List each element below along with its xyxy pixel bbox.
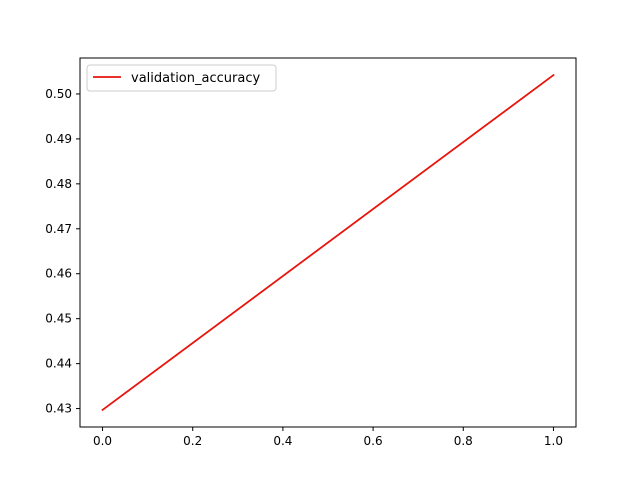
x-tick-label: 0.0 — [93, 434, 112, 448]
x-tick-label: 0.6 — [364, 434, 383, 448]
y-tick-label: 0.43 — [45, 402, 72, 416]
y-tick-label: 0.45 — [45, 312, 72, 326]
plot-area-frame — [79, 57, 577, 428]
x-tick-label: 0.8 — [454, 434, 473, 448]
legend-label-validation-accuracy: validation_accuracy — [131, 71, 260, 86]
y-tick-label: 0.47 — [45, 222, 72, 236]
x-tick-label: 0.4 — [273, 434, 292, 448]
y-tick-label: 0.48 — [45, 177, 72, 191]
y-tick-label: 0.44 — [45, 357, 72, 371]
legend-box — [86, 64, 277, 92]
legend: validation_accuracy — [86, 64, 277, 92]
y-tick-label: 0.50 — [45, 87, 72, 101]
y-tick-label: 0.46 — [45, 267, 72, 281]
x-tick-label: 0.2 — [183, 434, 202, 448]
series-line-validation-accuracy — [101, 73, 555, 412]
x-tick-label: 1.0 — [544, 434, 563, 448]
y-tick-label: 0.49 — [45, 132, 72, 146]
